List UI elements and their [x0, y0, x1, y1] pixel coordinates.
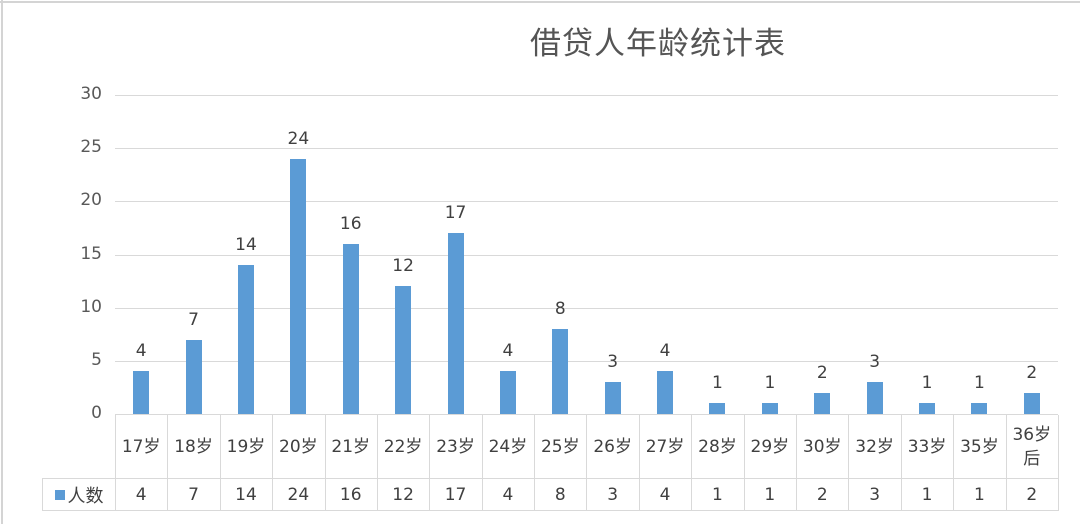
bar [290, 158, 307, 414]
bar [237, 265, 254, 414]
gridline [115, 95, 1058, 96]
chart-title: 借贷人年龄统计表 [530, 26, 786, 62]
value-cell: 2 [1005, 478, 1059, 511]
bar-data-label: 16 [339, 213, 362, 234]
value-cell: 12 [376, 478, 431, 511]
bar [342, 243, 359, 414]
frame-left-border [1, 0, 3, 524]
bar-data-label: 2 [816, 362, 828, 383]
category-cell: 24岁 [481, 415, 536, 479]
bar [499, 371, 516, 414]
value-cell: 4 [481, 478, 536, 511]
bar [552, 328, 569, 414]
value-cell: 3 [848, 478, 902, 511]
legend-cell: 人数 [42, 478, 116, 511]
bar-data-label: 1 [712, 373, 723, 394]
value-cell: 1 [953, 478, 1007, 511]
category-cell: 21岁 [324, 415, 378, 479]
category-cell: 25岁 [534, 415, 588, 479]
gridline [115, 254, 1058, 256]
value-cell: 2 [796, 478, 850, 511]
x-axis-line [115, 414, 1058, 415]
bar-data-label: 1 [973, 373, 985, 394]
value-cell: 4 [638, 478, 693, 511]
value-cell: 14 [219, 478, 274, 511]
category-cell: 29岁 [743, 415, 798, 479]
bar [971, 403, 988, 414]
bar [447, 233, 464, 414]
category-cell: 35岁 [953, 415, 1007, 479]
category-cell: 20岁 [272, 415, 326, 479]
value-cell: 24 [272, 478, 326, 511]
value-cell: 7 [167, 478, 221, 511]
bar [395, 286, 412, 414]
legend-swatch-icon [54, 489, 65, 500]
bar-data-label: 1 [921, 373, 933, 394]
category-cell: 17岁 [115, 415, 169, 479]
category-cell: 26岁 [586, 415, 640, 479]
bar [709, 403, 726, 414]
y-tick-label: 30 [80, 84, 102, 104]
gridline [115, 360, 1058, 362]
value-cell: 8 [534, 478, 588, 511]
bar [657, 371, 674, 414]
value-cell: 3 [586, 478, 640, 511]
bar-data-label: 14 [235, 235, 257, 256]
bar [919, 403, 936, 414]
category-cell: 30岁 [796, 415, 850, 479]
value-cell: 1 [900, 478, 955, 511]
category-cell: 36岁 后 [1005, 415, 1059, 479]
bar [761, 403, 778, 414]
category-cell: 23岁 [429, 415, 483, 479]
y-tick-label: 10 [80, 296, 102, 317]
table-left-border [115, 415, 116, 511]
bar-data-label: 17 [444, 203, 467, 224]
value-cell: 17 [429, 478, 483, 511]
bar [866, 382, 883, 414]
value-cell: 4 [115, 478, 169, 511]
legend-label: 人数 [67, 485, 104, 507]
bar-data-label: 4 [659, 341, 671, 362]
gridline [115, 201, 1058, 203]
bar-data-label: 24 [287, 128, 310, 149]
bar [604, 382, 621, 414]
bar-data-label: 3 [607, 352, 619, 373]
bar-data-label: 4 [502, 341, 514, 362]
y-tick-label: 15 [80, 243, 102, 264]
category-cell: 27岁 [638, 415, 693, 479]
bar-data-label: 4 [135, 341, 147, 362]
y-tick-label: 25 [80, 137, 102, 158]
bar-data-label: 12 [392, 256, 414, 277]
gridline [115, 148, 1058, 150]
category-cell: 28岁 [691, 415, 745, 479]
bar [814, 392, 831, 414]
category-cell: 22岁 [376, 415, 431, 479]
bar [185, 339, 202, 414]
bar [1023, 392, 1040, 414]
y-tick-label: 5 [91, 349, 102, 370]
bar-data-label: 3 [869, 352, 881, 373]
bar-data-label: 7 [188, 309, 199, 330]
bar-data-label: 2 [1026, 362, 1038, 383]
value-cell: 1 [691, 478, 745, 511]
category-cell: 19岁 [219, 415, 274, 479]
value-cell: 16 [324, 478, 378, 511]
bar [133, 371, 150, 414]
category-cell: 32岁 [848, 415, 902, 479]
category-cell: 33岁 [900, 415, 955, 479]
category-cell: 18岁 [167, 415, 221, 479]
y-tick-label: 20 [80, 190, 102, 211]
y-tick-label: 0 [91, 403, 102, 423]
bar-data-label: 8 [554, 298, 566, 319]
frame-top-border [0, 1, 1080, 3]
gridline [115, 307, 1058, 309]
value-cell: 1 [743, 478, 798, 511]
bar-data-label: 1 [764, 373, 776, 394]
